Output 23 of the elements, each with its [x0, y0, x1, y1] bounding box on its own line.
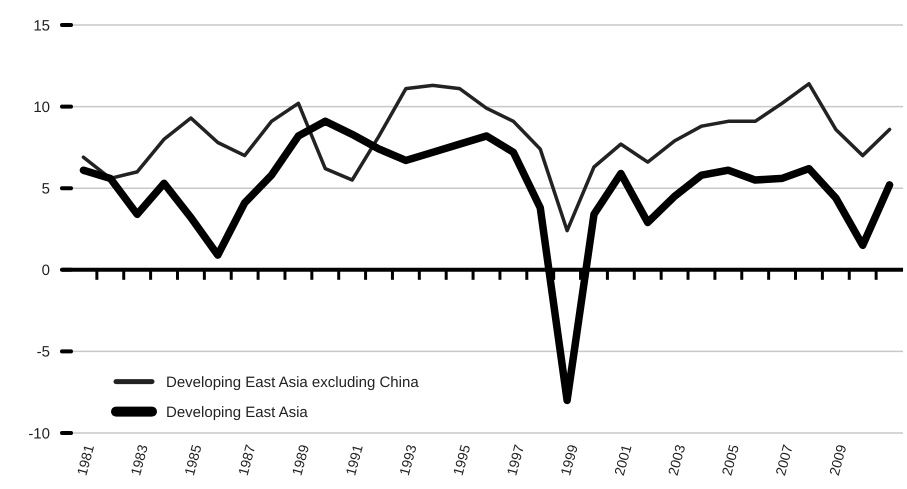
x-tick-label: 2009 [826, 442, 850, 478]
legend-label: Developing East Asia [166, 404, 308, 421]
y-tick-label: 0 [42, 262, 50, 280]
y-tick-label: 10 [33, 98, 50, 116]
x-tick-label: 1983 [127, 442, 151, 478]
y-tick-label: -5 [36, 344, 50, 361]
x-tick-label: 1993 [396, 442, 420, 478]
x-tick-label: 1981 [74, 442, 98, 478]
legend-label: Developing East Asia excluding China [166, 374, 420, 391]
x-tick-label: 1997 [503, 442, 528, 478]
x-tick-label: 1999 [557, 442, 581, 478]
x-tick-label: 2001 [610, 442, 635, 478]
x-tick-label: 1991 [342, 442, 366, 478]
x-tick-label: 1989 [288, 442, 312, 478]
y-tick-label: -10 [28, 425, 50, 442]
x-tick-label: 2003 [664, 442, 688, 478]
x-tick-label: 2007 [772, 442, 796, 478]
x-tick-label: 1995 [450, 442, 474, 478]
y-tick-label: 15 [33, 17, 50, 34]
y-tick-label: 5 [42, 180, 50, 198]
x-tick-label: 1985 [181, 442, 205, 478]
x-tick-label: 2005 [718, 442, 742, 478]
x-tick-label: 1987 [234, 442, 258, 478]
